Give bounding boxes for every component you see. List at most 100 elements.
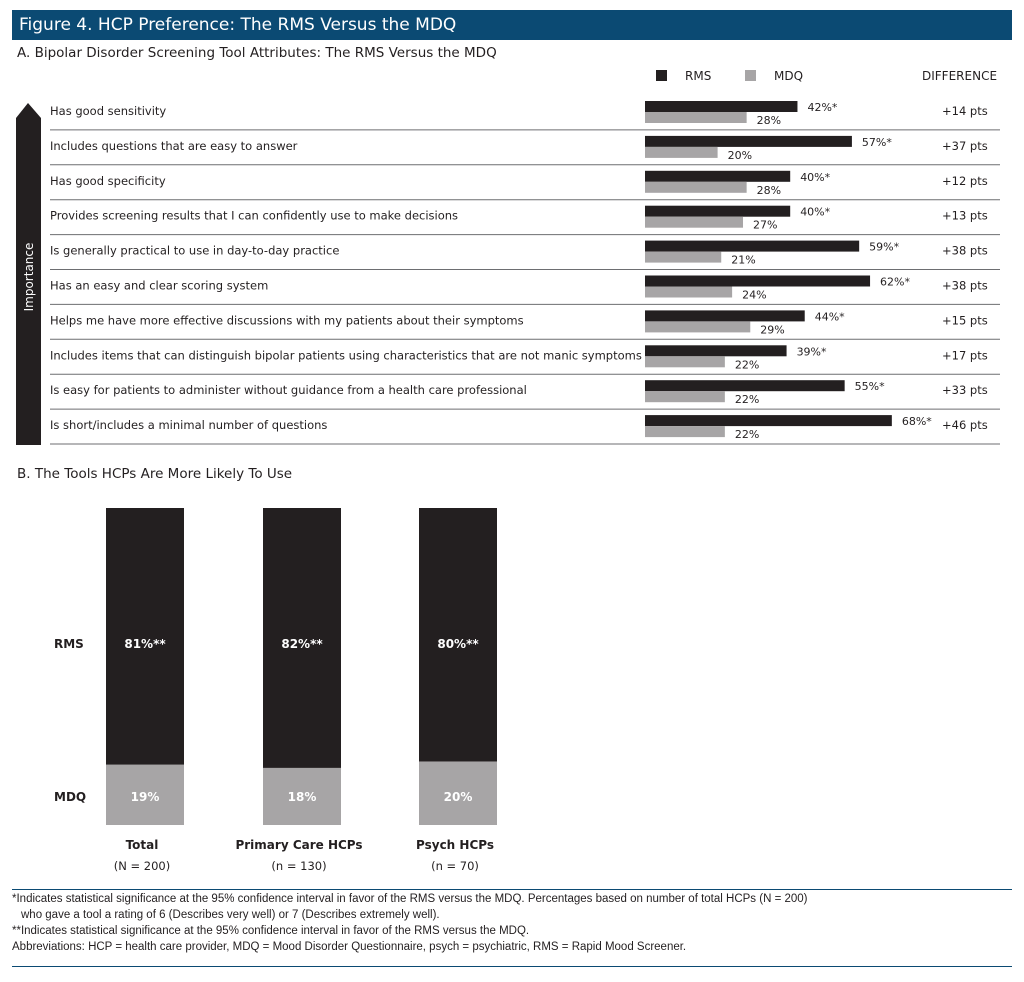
row-label-mdq: MDQ xyxy=(54,790,86,804)
mdq-value-label: 22% xyxy=(735,393,759,406)
rms-segment-label: 80%** xyxy=(437,637,479,651)
rms-value-label: 44%* xyxy=(815,310,845,323)
attribute-label: Includes questions that are easy to answ… xyxy=(50,139,298,153)
difference-header: DIFFERENCE xyxy=(922,69,998,83)
mdq-bar xyxy=(645,251,722,263)
rms-segment xyxy=(263,508,341,768)
mdq-value-label: 27% xyxy=(753,219,777,232)
legend-label-mdq: MDQ xyxy=(774,69,804,83)
legend-swatch-rms xyxy=(656,70,667,81)
attribute-label: Has good specificity xyxy=(50,174,166,188)
rms-bar xyxy=(645,240,860,252)
sample-size-label: (N = 200) xyxy=(114,859,170,873)
attributes-bar-chart: Importance Has good sensitivity 42%* 28% +14… xyxy=(16,101,1000,445)
mdq-value-label: 20% xyxy=(728,149,752,162)
difference-value: +15 pts xyxy=(942,313,988,327)
rms-bar xyxy=(645,415,892,427)
rms-segment xyxy=(106,508,184,765)
attribute-label: Is short/includes a minimal number of qu… xyxy=(50,418,327,432)
mdq-segment-label: 18% xyxy=(288,790,317,804)
footnote-single-asterisk: *Indicates statistical significance at t… xyxy=(12,893,808,905)
attribute-label: Helps me have more effective discussions… xyxy=(50,313,524,327)
mdq-segment xyxy=(419,761,497,825)
footnote-top-rule xyxy=(12,889,1012,890)
category-label: Primary Care HCPs xyxy=(235,838,362,852)
attribute-label: Includes items that can distinguish bipo… xyxy=(50,348,642,362)
rms-bar xyxy=(645,380,845,392)
category-label: Psych HCPs xyxy=(416,838,494,852)
rms-bar xyxy=(645,345,787,357)
figure-title: Figure 4. HCP Preference: The RMS Versus… xyxy=(12,10,1012,40)
rms-value-label: 42%* xyxy=(807,101,837,114)
rms-bar xyxy=(645,101,798,112)
importance-arrow-icon xyxy=(16,103,41,445)
mdq-value-label: 22% xyxy=(735,428,759,441)
rms-segment-label: 82%** xyxy=(281,637,323,651)
rms-bar xyxy=(645,275,871,287)
importance-axis-label: Importance xyxy=(22,243,36,312)
difference-value: +14 pts xyxy=(942,104,988,118)
section-b-title: B. The Tools HCPs Are More Likely To Use xyxy=(17,466,293,482)
mdq-segment xyxy=(106,764,184,825)
legend-swatch-mdq xyxy=(745,70,756,81)
mdq-bar xyxy=(645,112,747,123)
mdq-value-label: 22% xyxy=(735,358,759,371)
mdq-segment xyxy=(263,767,341,825)
footnote-double-asterisk: **Indicates statistical significance at … xyxy=(12,925,530,937)
difference-value: +38 pts xyxy=(942,279,988,293)
rms-bar xyxy=(645,170,791,182)
mdq-bar xyxy=(645,391,725,403)
footnote-bottom-rule xyxy=(12,966,1012,967)
mdq-bar xyxy=(645,321,751,333)
rms-segment xyxy=(419,508,497,762)
rms-bar xyxy=(645,135,852,147)
legend-item-mdq: MDQ xyxy=(745,69,803,83)
difference-value: +37 pts xyxy=(942,139,988,153)
rms-value-label: 40%* xyxy=(800,171,830,184)
mdq-bar xyxy=(645,181,747,193)
category-label: Total xyxy=(126,838,159,852)
footnotes: *Indicates statistical significance at t… xyxy=(12,891,1012,955)
rms-value-label: 59%* xyxy=(869,241,899,254)
mdq-value-label: 28% xyxy=(757,114,781,127)
mdq-value-label: 24% xyxy=(742,289,766,302)
rms-value-label: 55%* xyxy=(855,380,885,393)
rms-segment-label: 81%** xyxy=(124,637,166,651)
difference-value: +13 pts xyxy=(942,209,988,223)
attribute-label: Is generally practical to use in day-to-… xyxy=(50,244,339,258)
mdq-value-label: 29% xyxy=(760,323,784,336)
footnote-single-asterisk-cont: who gave a tool a rating of 6 (Describes… xyxy=(21,909,440,921)
difference-value: +38 pts xyxy=(942,244,988,258)
rms-value-label: 62%* xyxy=(880,276,910,289)
sample-size-label: (n = 130) xyxy=(271,859,326,873)
attribute-label: Provides screening results that I can co… xyxy=(50,209,458,223)
mdq-bar xyxy=(645,146,718,158)
rms-value-label: 57%* xyxy=(862,136,892,149)
mdq-bar xyxy=(645,356,725,368)
mdq-value-label: 21% xyxy=(731,254,755,267)
difference-value: +33 pts xyxy=(942,383,988,397)
rms-value-label: 39%* xyxy=(797,345,827,358)
attribute-label: Has good sensitivity xyxy=(50,104,166,118)
attribute-label: Is easy for patients to administer witho… xyxy=(50,383,527,397)
mdq-bar xyxy=(645,216,744,228)
rms-bar xyxy=(645,205,791,217)
row-label-rms: RMS xyxy=(54,637,84,651)
rms-value-label: 68%* xyxy=(902,415,932,428)
mdq-segment-label: 20% xyxy=(444,790,473,804)
rms-bar xyxy=(645,310,805,322)
mdq-segment-label: 19% xyxy=(131,790,160,804)
mdq-bar xyxy=(645,426,725,438)
attribute-label: Has an easy and clear scoring system xyxy=(50,279,268,293)
difference-value: +12 pts xyxy=(942,174,988,188)
difference-value: +17 pts xyxy=(942,348,988,362)
footnote-abbreviations: Abbreviations: HCP = health care provide… xyxy=(12,941,687,953)
rms-value-label: 40%* xyxy=(800,206,830,219)
legend-item-rms: RMS xyxy=(656,69,711,83)
difference-value: +46 pts xyxy=(942,418,988,432)
legend-label-rms: RMS xyxy=(685,69,712,83)
mdq-bar xyxy=(645,286,733,298)
section-a-title: A. Bipolar Disorder Screening Tool Attri… xyxy=(17,45,497,61)
mdq-value-label: 28% xyxy=(757,184,781,197)
